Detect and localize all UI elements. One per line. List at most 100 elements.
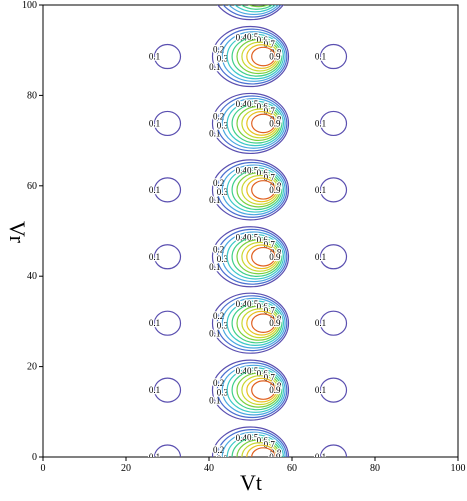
contour-label: 0.5 [247,366,259,376]
contour-label: 0.3 [217,320,229,330]
contour-label: 0.1 [149,452,160,462]
contour-label: 0.2 [213,44,224,54]
contour-line [319,244,348,270]
contour-label: 0.3 [217,454,229,464]
contour-line [242,0,278,4]
contour-line [221,297,286,349]
contour-line [226,233,284,280]
x-tick-label: 40 [204,463,214,474]
contour-line [211,25,290,88]
contour-line [236,239,281,275]
contour-line [319,310,348,336]
y-axis-label: Vr [5,221,30,244]
contour-line [246,177,278,203]
contour-line [216,362,288,419]
contour-line [251,246,276,267]
contour-line [251,46,276,67]
contour-line [231,369,283,411]
contour-line [211,159,290,221]
contour-line [234,5,277,13]
contour-line [153,110,182,137]
contour-line [216,228,288,285]
contour-line [241,375,279,406]
contour-label: 0.1 [149,385,160,395]
contour-line [221,31,286,82]
contour-label: 0.1 [315,52,326,62]
contour-line [216,429,288,457]
contour-line [221,364,286,416]
contour-label: 0.4 [236,433,248,443]
contour-line [246,377,278,403]
contour-label: 0.3 [217,387,229,397]
x-tick-label: 60 [287,463,297,474]
contour-line [251,113,276,134]
contour-line [236,105,281,142]
contour-line [221,98,286,149]
contour-label: 0.8 [270,448,282,458]
contour-label: 0.1 [149,52,160,62]
contour-line [236,305,281,341]
contour-label: 0.5 [247,166,259,176]
contour-line [228,5,280,16]
contour-line [153,244,182,270]
contour-label: 0.5 [247,99,259,109]
contour-label: 0.4 [236,99,248,109]
contour-label: 0.8 [270,314,282,324]
contour-line [246,310,278,336]
contour-label: 0.9 [269,318,281,328]
contour-line [246,44,278,69]
contour-label: 0.9 [269,452,281,462]
contour-line [221,431,286,457]
contour-line [226,100,284,147]
contour-line [319,444,348,457]
contour-line [153,43,182,70]
contour-label: 0.2 [213,111,224,121]
contour-line [155,0,181,2]
contour-label: 0.9 [269,385,281,395]
y-tick-label: 100 [22,0,37,11]
contour-label: 0.1 [315,318,326,328]
plot-area: 0.10.20.30.4 0.50.60.70.80.90.1 0.10.10.20… [148,0,348,464]
contour-label: 0.3 [217,121,229,131]
contour-label: 0.3 [217,187,229,197]
contour-line [251,313,276,334]
contour-label: 0.9 [269,252,281,262]
contour-line [211,359,290,421]
contour-line [246,111,278,136]
contour-line [241,308,279,339]
contour-label: 0.1 [315,385,326,395]
contour-line [153,444,182,457]
contour-line [241,41,279,72]
y-tick-label: 60 [27,181,37,192]
contour-line [247,0,277,1]
contour-line [251,380,276,400]
contour-line [251,447,276,457]
contour-line [319,110,348,137]
contour-line [246,244,278,270]
contour-line [321,0,347,2]
contour-line [231,103,283,144]
contour-line [231,36,283,77]
x-axis-label: Vt [240,470,262,495]
contour-line [221,164,286,216]
y-tick-label: 20 [27,362,37,373]
contour-label: 0.1 [315,252,326,262]
contour-label: 0.1 [209,0,220,5]
contour-line [241,174,279,205]
contour-label: 0.5 [247,433,259,443]
contour-line [153,177,182,203]
contour-line [216,28,288,85]
contour-label: 0.9 [269,52,281,62]
contour-label: 0.1 [315,452,326,462]
contour-line [236,372,281,408]
contour-label: 0.2 [213,311,224,321]
contour-line [241,241,279,272]
y-tick-label: 80 [27,90,37,101]
contour-line [226,33,284,80]
contour-line [221,231,286,283]
contour-line [217,5,284,21]
contour-line [211,292,290,354]
contour-line [216,161,288,218]
contour-line [226,434,284,457]
